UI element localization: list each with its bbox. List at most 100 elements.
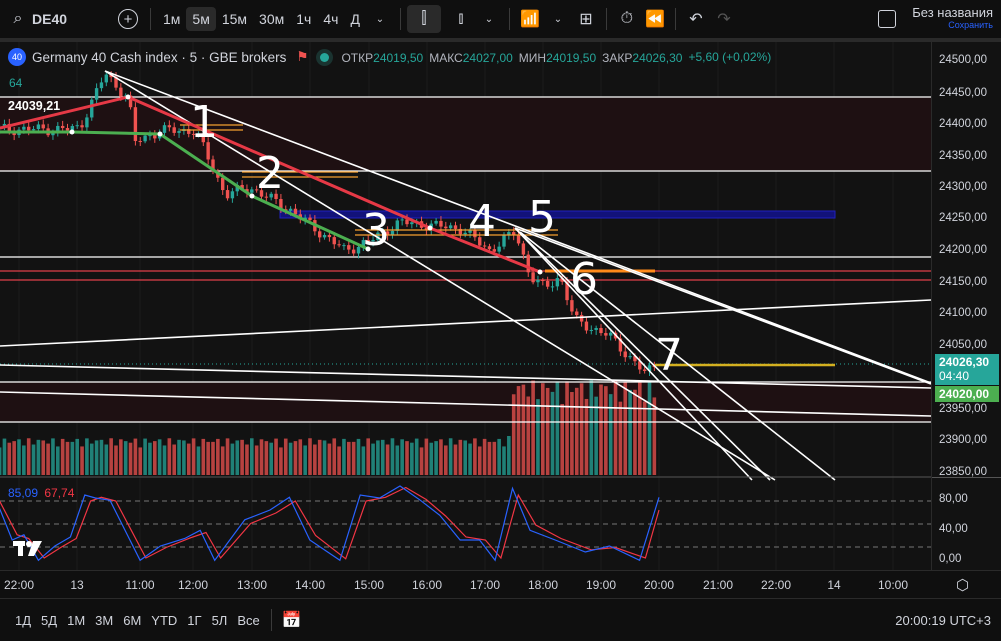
candle-body <box>7 123 11 131</box>
candle-body <box>468 229 472 233</box>
save-link[interactable]: Сохранить <box>948 20 993 30</box>
candle-body <box>463 232 467 235</box>
goto-date-icon[interactable]: 📅 <box>281 612 302 629</box>
candle-body <box>191 133 196 135</box>
candle-body <box>264 196 269 198</box>
range-1d[interactable]: 1Д <box>15 612 32 628</box>
redo-icon[interactable]: ↷ <box>717 11 731 28</box>
range-3m[interactable]: 3М <box>95 612 114 628</box>
chart-legend: 40 Germany 40 Cash index · 5 · GBE broke… <box>8 48 771 66</box>
trend-line[interactable] <box>0 299 931 347</box>
candle-body <box>381 231 385 233</box>
volume-bar <box>7 442 12 475</box>
layout-checkbox[interactable] <box>878 10 897 28</box>
annotation-1[interactable]: 1 <box>190 97 218 148</box>
layout-grid-icon[interactable]: ⊞ <box>579 11 593 28</box>
search-icon[interactable]: ⌕ <box>13 10 23 27</box>
annotation-6[interactable]: 6 <box>570 254 598 305</box>
interval-5m[interactable]: 5м <box>186 7 216 31</box>
chart-canvas[interactable]: 1 2 3 4 5 6 7 <box>0 0 931 570</box>
volume-bar <box>104 444 109 475</box>
interval-30m[interactable]: 30м <box>259 11 285 27</box>
candle-body <box>507 232 511 236</box>
trend-line[interactable] <box>104 70 776 481</box>
flag-icon[interactable]: ⚑ <box>296 49 309 64</box>
chevron-down-icon[interactable]: ⌄ <box>375 13 385 25</box>
layout-name-block[interactable]: Без названия Сохранить <box>912 6 993 32</box>
low-label: МИН <box>518 50 547 65</box>
price-axis[interactable]: 24500,00 24450,00 24400,00 24350,00 2430… <box>931 42 1001 570</box>
stoch-tick: 0,00 <box>939 553 962 565</box>
undo-icon[interactable]: ↶ <box>689 11 703 28</box>
volume-bar <box>123 441 128 475</box>
interval-1d[interactable]: Д <box>350 11 360 27</box>
trend-line[interactable] <box>514 227 931 385</box>
range-6m[interactable]: 6М <box>123 612 142 628</box>
divider <box>150 8 151 30</box>
candle-body <box>259 190 264 197</box>
range-5y[interactable]: 5Л <box>211 612 228 628</box>
volume-bar <box>385 444 390 475</box>
interval-1m[interactable]: 1м <box>163 11 181 27</box>
open-value: 24019,50 <box>373 50 424 65</box>
trend-line[interactable] <box>519 231 836 481</box>
support-zone <box>0 382 931 422</box>
interval-15m[interactable]: 15м <box>221 11 248 27</box>
range-1y[interactable]: 1Г <box>187 612 202 628</box>
time-tick: 13 <box>70 578 84 592</box>
volume-bar <box>186 443 191 475</box>
symbol-title[interactable]: Germany 40 Cash index · 5 · GBE brokers <box>32 49 287 65</box>
symbol-search[interactable]: DE40 <box>32 11 68 27</box>
time-axis[interactable]: ⬡ 22:00 13 11:00 12:00 13:00 14:00 15:00 16:00 1… <box>0 570 1001 598</box>
volume-bar <box>191 438 196 475</box>
annotation-7[interactable]: 7 <box>655 330 683 381</box>
pane-divider[interactable] <box>932 477 1001 478</box>
volume-bar <box>599 384 603 475</box>
trend-line[interactable] <box>104 70 931 384</box>
volume-bar <box>182 440 186 475</box>
candle-body <box>31 129 36 131</box>
trend-line[interactable] <box>0 364 931 389</box>
chevron-down-icon[interactable]: ⌄ <box>553 13 563 25</box>
candles-icon[interactable]: ⫿ <box>406 5 441 33</box>
price-tick: 24300,00 <box>939 181 987 193</box>
bar-style-icon[interactable]: ⫾ <box>458 10 464 27</box>
candle-body <box>497 246 501 252</box>
red-trend-path[interactable] <box>0 95 541 274</box>
compare-add-icon[interactable]: + <box>118 9 138 29</box>
interval-1h[interactable]: 1ч <box>296 11 312 27</box>
trend-line[interactable] <box>514 227 771 481</box>
volume-bar <box>473 438 477 475</box>
volume-bar <box>521 384 526 475</box>
range-5d[interactable]: 5Д <box>41 612 58 628</box>
volume-bar <box>201 438 206 475</box>
candle-body <box>225 190 230 199</box>
alert-clock-icon[interactable]: ⏱ <box>620 10 634 27</box>
range-ytd[interactable]: YTD <box>151 612 178 628</box>
blue-level-band[interactable] <box>279 210 836 219</box>
chevron-down-icon[interactable]: ⌄ <box>484 13 494 25</box>
annotation-3[interactable]: 3 <box>362 205 390 256</box>
clock[interactable]: 20:00:19 UTC+3 <box>895 612 991 628</box>
candle-body <box>385 231 390 236</box>
volume-bar <box>361 446 366 475</box>
time-tick: 14:00 <box>294 578 326 592</box>
volume-bar <box>507 435 511 475</box>
annotation-4[interactable]: 4 <box>468 196 496 247</box>
candle-body <box>332 237 336 245</box>
volume-bar <box>206 441 210 475</box>
interval-4h[interactable]: 4ч <box>323 11 339 27</box>
trend-line[interactable] <box>514 227 753 481</box>
candle-body <box>162 125 167 133</box>
range-1m[interactable]: 1М <box>67 612 86 628</box>
trend-line[interactable] <box>0 391 931 417</box>
volume-bar <box>482 438 487 475</box>
volume-bar <box>502 446 506 475</box>
settings-icon[interactable]: ⬡ <box>956 577 970 594</box>
annotation-2[interactable]: 2 <box>256 148 284 199</box>
replay-icon[interactable]: ⏪ <box>644 11 665 28</box>
volume-bar <box>114 445 118 475</box>
annotation-5[interactable]: 5 <box>528 192 556 243</box>
range-all[interactable]: Все <box>237 612 260 628</box>
indicators-icon[interactable]: 📶 <box>519 11 540 28</box>
